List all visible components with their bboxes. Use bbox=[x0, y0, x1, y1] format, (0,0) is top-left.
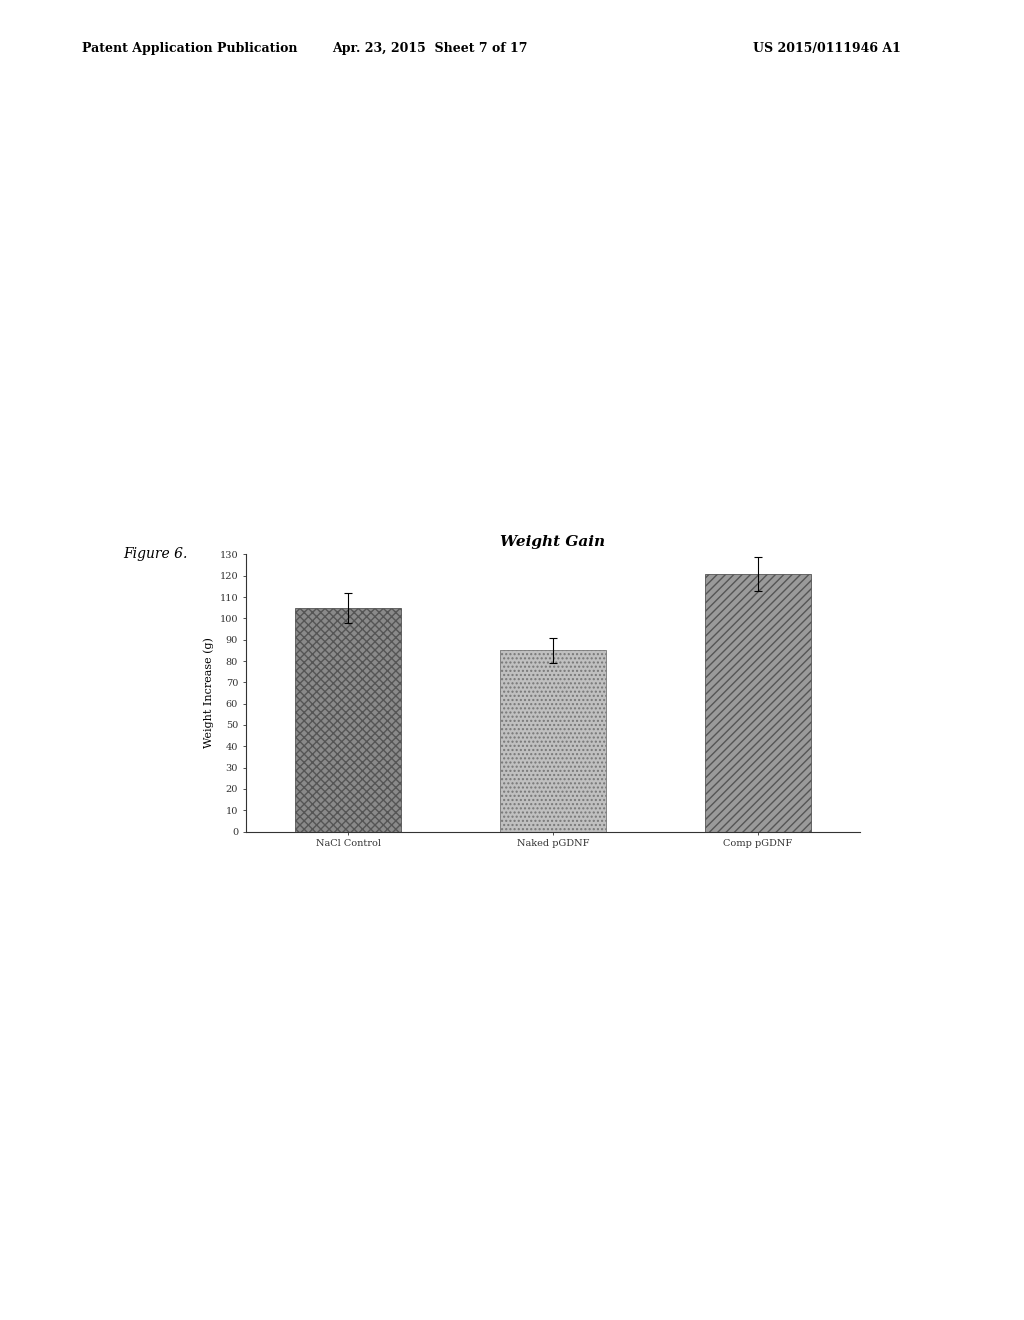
Text: Apr. 23, 2015  Sheet 7 of 17: Apr. 23, 2015 Sheet 7 of 17 bbox=[333, 42, 527, 55]
Text: US 2015/0111946 A1: US 2015/0111946 A1 bbox=[754, 42, 901, 55]
Bar bbox=[295, 607, 401, 832]
Title: Weight Gain: Weight Gain bbox=[501, 535, 605, 549]
Text: Figure 6.: Figure 6. bbox=[123, 546, 187, 561]
Text: Patent Application Publication: Patent Application Publication bbox=[82, 42, 297, 55]
Bar bbox=[500, 651, 606, 832]
Y-axis label: Weight Increase (g): Weight Increase (g) bbox=[204, 638, 214, 748]
Bar bbox=[705, 574, 811, 832]
